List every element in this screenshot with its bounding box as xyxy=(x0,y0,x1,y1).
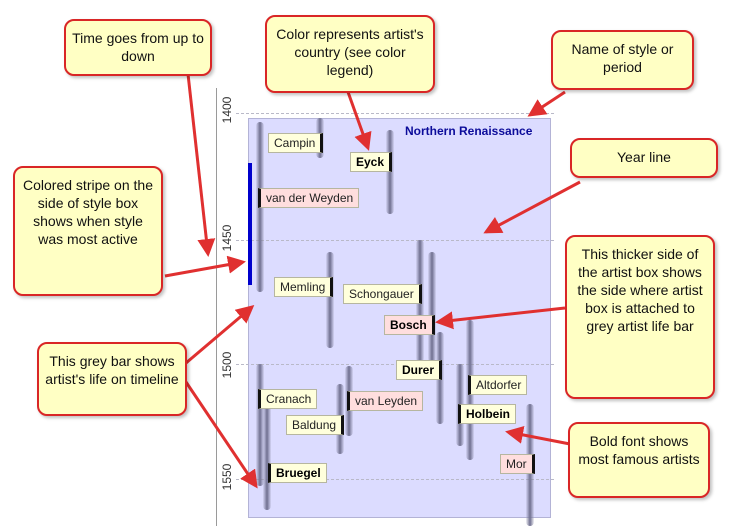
callout-grey-bar: This grey bar shows artist's life on tim… xyxy=(37,342,187,416)
year-label-1450: 1450 xyxy=(220,224,234,252)
life-bar-bruegel xyxy=(263,400,271,510)
life-bar-memling xyxy=(326,252,334,348)
callout-stripe: Colored stripe on the side of style box … xyxy=(13,166,163,296)
timeline-axis xyxy=(216,88,217,526)
year-line-1550 xyxy=(236,479,554,480)
year-label-1550: 1550 xyxy=(220,463,234,491)
arrow-grey-bar-up xyxy=(185,305,255,365)
callout-color: Color represents artist's country (see c… xyxy=(265,15,435,93)
arrow-stripe xyxy=(164,255,246,278)
artist-altdorfer[interactable]: Altdorfer xyxy=(468,375,528,395)
style-active-stripe xyxy=(248,163,252,285)
year-line-1500 xyxy=(236,364,554,365)
artist-mor[interactable]: Mor xyxy=(500,454,535,474)
arrow-style-name xyxy=(527,90,566,117)
year-label-1500: 1500 xyxy=(220,351,234,379)
life-bar-eyck xyxy=(386,130,394,214)
artist-durer[interactable]: Durer xyxy=(396,360,443,380)
life-bar-cranach xyxy=(256,364,264,486)
artist-baldung[interactable]: Baldung xyxy=(286,415,345,435)
year-line-1450 xyxy=(236,240,554,241)
artist-bruegel[interactable]: Bruegel xyxy=(268,463,327,483)
callout-time: Time goes from up to down xyxy=(64,19,212,76)
arrow-time xyxy=(186,73,216,257)
artist-eyck[interactable]: Eyck xyxy=(350,152,393,172)
artist-cranach[interactable]: Cranach xyxy=(258,389,318,409)
artist-campin[interactable]: Campin xyxy=(268,133,324,153)
year-label-1400: 1400 xyxy=(220,96,234,124)
callout-year-line: Year line xyxy=(570,138,718,178)
style-name[interactable]: Northern Renaissance xyxy=(405,124,533,138)
life-bar-bosch xyxy=(428,252,436,362)
artist-van-der-weyden[interactable]: van der Weyden xyxy=(258,188,360,208)
artist-memling[interactable]: Memling xyxy=(274,277,334,297)
artist-holbein[interactable]: Holbein xyxy=(458,404,516,424)
artist-van-leyden[interactable]: van Leyden xyxy=(347,391,424,411)
year-line-1400 xyxy=(236,113,554,114)
callout-bold-font: Bold font shows most famous artists xyxy=(568,422,710,498)
artist-bosch[interactable]: Bosch xyxy=(384,315,435,335)
artist-schongauer[interactable]: Schongauer xyxy=(343,284,422,304)
callout-thicker-side: This thicker side of the artist box show… xyxy=(565,235,715,399)
callout-style-name: Name of style or period xyxy=(551,30,694,90)
